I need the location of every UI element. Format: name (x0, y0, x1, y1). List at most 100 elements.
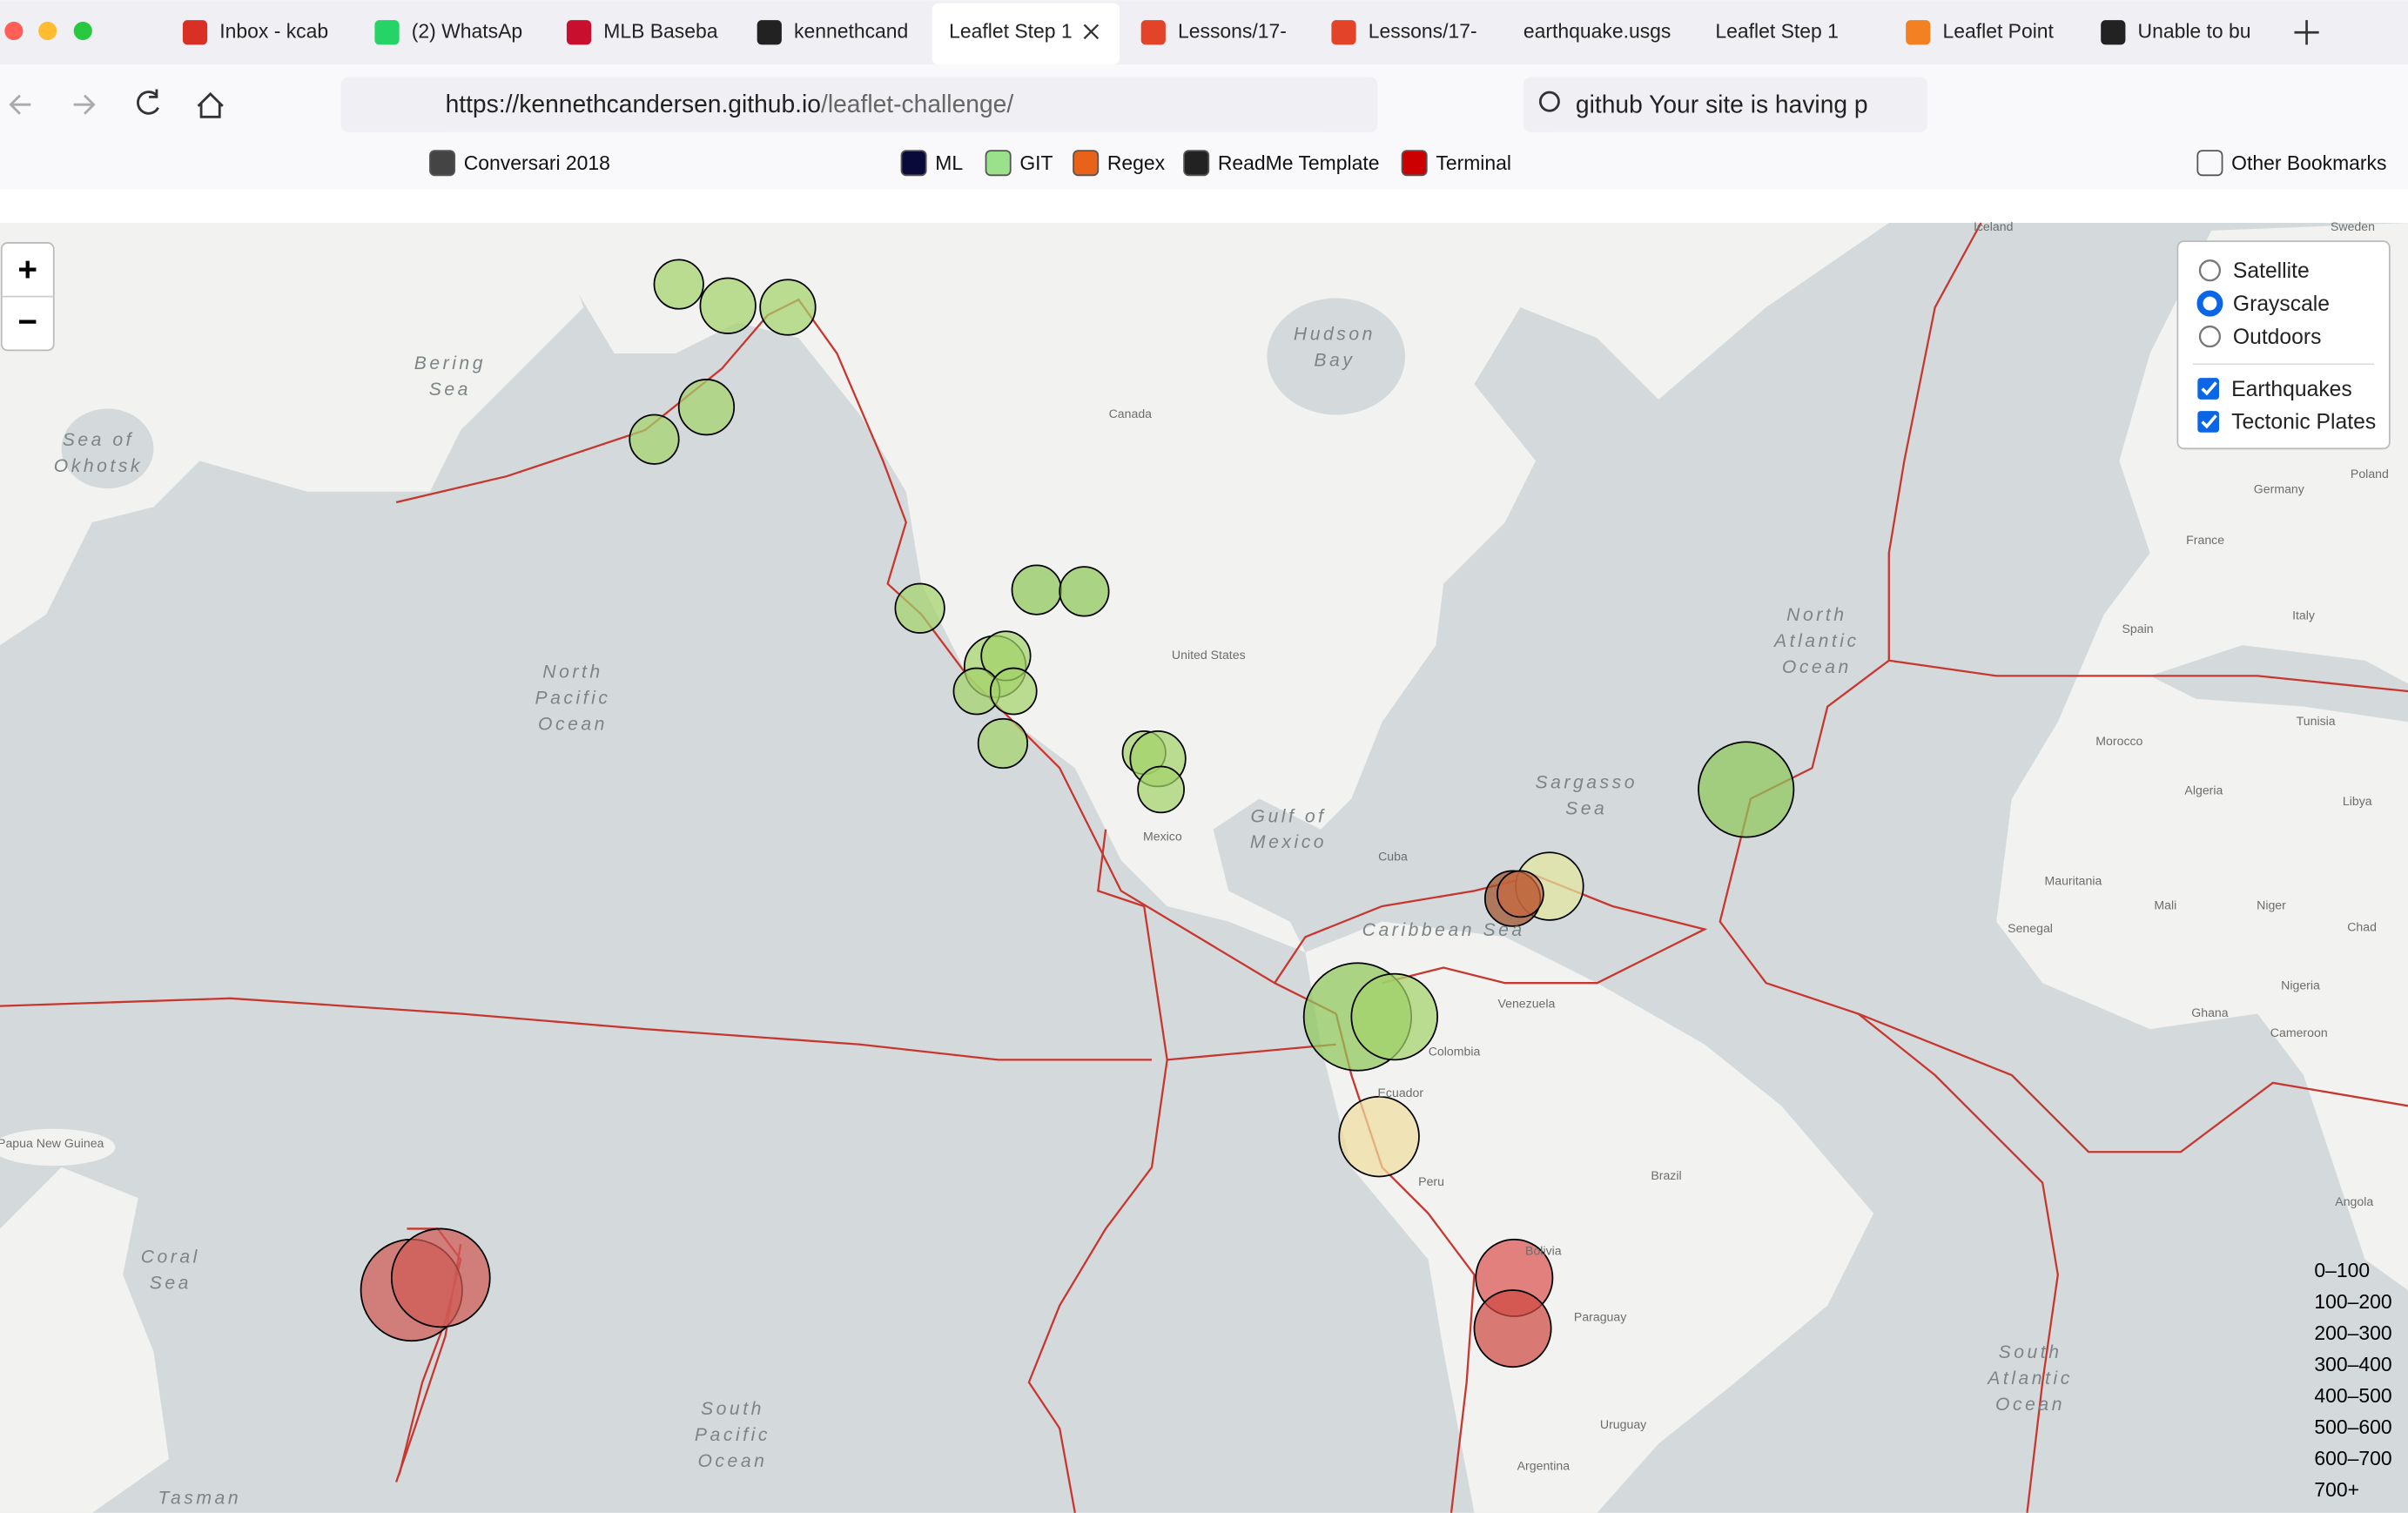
earthquake[interactable] (977, 717, 1029, 770)
zoom-out[interactable]: − (17, 304, 37, 341)
bookmark[interactable]: Conversari 2018 (464, 151, 610, 174)
bookmark[interactable]: Other Bookmarks (2231, 151, 2386, 174)
earthquake[interactable] (1350, 972, 1439, 1061)
tab-icon (566, 20, 592, 45)
bookmark[interactable]: Regex (1107, 151, 1166, 174)
active-tab[interactable] (932, 3, 1120, 65)
earthquake[interactable] (699, 277, 757, 334)
earthquake[interactable] (1338, 1095, 1420, 1178)
reload-button[interactable] (137, 89, 159, 115)
earthquake[interactable] (1137, 765, 1185, 814)
forward-button[interactable] (73, 94, 96, 115)
base-layer-label[interactable]: Outdoors (2233, 326, 2322, 349)
legend-label: 300–400 (2314, 1353, 2391, 1375)
map[interactable]: North Pacific Ocean South Pacific Ocean North A… (0, 219, 2408, 1513)
place-label: Poland (2351, 467, 2389, 481)
tab-icon (374, 20, 400, 45)
ocean-label: Sea (429, 380, 471, 400)
checkbox[interactable] (2197, 378, 2220, 400)
north-america (553, 222, 1889, 952)
tab-title[interactable]: Leaflet Step 1 (949, 19, 1072, 42)
checkbox[interactable] (2197, 411, 2220, 433)
place-label: Canada (1109, 407, 1153, 420)
place-label: Venezuela (1497, 997, 1555, 1011)
new-tab[interactable] (2294, 20, 2319, 45)
place-label: Cameroon (2270, 1025, 2328, 1039)
radio[interactable] (2196, 290, 2223, 317)
tab-title[interactable]: Leaflet Step 1 (1715, 19, 1838, 42)
base-layer-label[interactable]: Satellite (2233, 259, 2310, 283)
earthquake[interactable] (390, 1227, 491, 1328)
checkmark (2201, 414, 2217, 429)
plate-boundary (1888, 659, 2408, 693)
home-button[interactable] (197, 91, 224, 118)
url-text[interactable]: https://kennethcandersen.github.io/leafl… (446, 90, 1014, 118)
place-label: Ghana (2191, 1005, 2229, 1019)
earthquake[interactable] (629, 414, 680, 465)
earthquake[interactable] (989, 667, 1038, 716)
tab-icon (1140, 20, 1166, 45)
legend-label: 100–200 (2314, 1290, 2391, 1313)
earthquake[interactable] (1497, 870, 1544, 918)
checkmark (2201, 381, 2217, 396)
base-layer-label[interactable]: Grayscale (2233, 293, 2330, 316)
bookmark[interactable]: GIT (1019, 151, 1053, 174)
plate-boundary (1858, 1012, 2408, 1153)
place-label: Senegal (2008, 921, 2053, 935)
close-window[interactable] (4, 21, 24, 41)
bookmark[interactable]: ML (935, 151, 963, 174)
south-america (1305, 921, 1874, 1513)
tab-title[interactable]: MLB Baseba (603, 19, 717, 42)
ocean-label: Tasman (158, 1489, 241, 1509)
place-label: Spain (2122, 622, 2153, 635)
place-label: Argentina (1517, 1459, 1571, 1473)
radio[interactable] (2198, 259, 2222, 282)
bookmark[interactable]: Terminal (1436, 151, 1511, 174)
plate-boundary (1719, 222, 2059, 1513)
tab-title[interactable]: Leaflet Point (1942, 19, 2054, 42)
ocean-label: Ocean (1782, 657, 1852, 677)
url-bar[interactable] (340, 77, 1378, 132)
place-label: Mauritania (2044, 874, 2102, 888)
earthquake[interactable] (1011, 564, 1062, 615)
back-button[interactable] (9, 94, 31, 115)
tab-title[interactable]: earthquake.usgs (1523, 19, 1671, 42)
plate-boundary (1335, 1013, 1476, 1513)
radio[interactable] (2198, 325, 2222, 348)
url-host: https://kennethcandersen.github.io (446, 90, 821, 118)
earthquake[interactable] (894, 582, 945, 634)
earthquake[interactable] (677, 379, 736, 436)
tab-title[interactable]: kennethcand (794, 19, 908, 42)
ocean-label: Caribbean Sea (1362, 920, 1525, 940)
tab-title[interactable]: Unable to bu (2138, 19, 2251, 42)
tectonic-plates (0, 222, 2408, 1513)
ocean-label: North (542, 662, 602, 682)
earthquake[interactable] (1059, 566, 1110, 617)
minimize-window[interactable] (38, 21, 57, 41)
bookmark[interactable]: ReadMe Template (1218, 151, 1380, 174)
overlay-label[interactable]: Tectonic Plates (2231, 411, 2376, 434)
zoom-window[interactable] (73, 21, 92, 41)
overlay-label[interactable]: Earthquakes (2231, 378, 2352, 401)
tab-title[interactable]: Inbox - kcab (219, 19, 328, 42)
search-icon (1538, 91, 1560, 112)
place-label: Tunisia (2297, 714, 2336, 728)
tab-title[interactable]: Lessons/17- (1369, 19, 1477, 42)
ocean-label: Atlantic (1772, 631, 1860, 651)
close-tab[interactable] (1083, 24, 1100, 40)
search-text[interactable]: github Your site is having p (1576, 90, 1868, 118)
earthquake[interactable] (1473, 1289, 1552, 1368)
search-bar[interactable] (1523, 77, 1927, 132)
zoom-in[interactable]: + (17, 252, 37, 289)
tab-title[interactable]: (2) WhatsAp (412, 19, 522, 42)
earthquake[interactable] (653, 259, 704, 310)
plate-boundary (1027, 829, 1168, 1513)
tab-title[interactable]: Lessons/17- (1178, 19, 1287, 42)
earthquake[interactable] (759, 279, 817, 336)
place-label: Mexico (1143, 829, 1182, 843)
bookmark-icon (429, 150, 456, 177)
place-label: France (2186, 533, 2224, 547)
earthquake[interactable] (1698, 741, 1795, 838)
plate-boundary (1274, 874, 1708, 985)
ocean-label: Okhotsk (54, 456, 143, 476)
